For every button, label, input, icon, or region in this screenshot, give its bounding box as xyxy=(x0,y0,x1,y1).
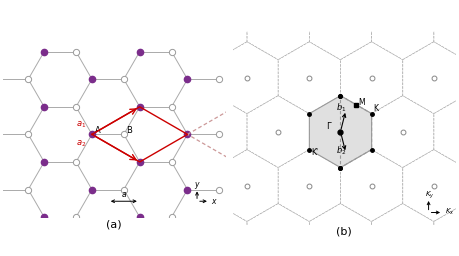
Polygon shape xyxy=(122,96,185,167)
Text: $b_2$: $b_2$ xyxy=(335,144,346,157)
Polygon shape xyxy=(309,0,371,60)
Text: A: A xyxy=(94,126,100,135)
Polygon shape xyxy=(278,150,340,221)
Polygon shape xyxy=(215,42,278,114)
Polygon shape xyxy=(215,150,278,221)
Polygon shape xyxy=(60,204,122,256)
Polygon shape xyxy=(340,150,402,221)
Polygon shape xyxy=(153,150,215,221)
Polygon shape xyxy=(371,0,433,60)
Polygon shape xyxy=(91,150,153,221)
Polygon shape xyxy=(371,96,433,167)
Polygon shape xyxy=(340,42,402,114)
Text: $a_2$: $a_2$ xyxy=(76,138,86,149)
Polygon shape xyxy=(371,204,433,256)
Polygon shape xyxy=(309,96,371,167)
Text: $b_1$: $b_1$ xyxy=(335,101,346,113)
Polygon shape xyxy=(185,0,246,60)
Text: $K_y$: $K_y$ xyxy=(424,189,433,200)
Text: $\Gamma$: $\Gamma$ xyxy=(325,120,332,131)
Text: $a_1$: $a_1$ xyxy=(76,119,86,130)
Polygon shape xyxy=(278,42,340,114)
Polygon shape xyxy=(402,42,459,114)
Polygon shape xyxy=(185,96,246,167)
Text: $a$: $a$ xyxy=(120,190,127,199)
Polygon shape xyxy=(246,0,309,60)
Polygon shape xyxy=(246,96,309,167)
Text: K': K' xyxy=(310,148,318,157)
Text: (b): (b) xyxy=(336,227,351,237)
Text: B: B xyxy=(126,126,132,135)
Polygon shape xyxy=(153,42,215,114)
Text: $y$: $y$ xyxy=(193,180,200,191)
Polygon shape xyxy=(185,204,246,256)
Polygon shape xyxy=(433,96,459,167)
Polygon shape xyxy=(215,0,278,6)
Polygon shape xyxy=(402,0,459,6)
Polygon shape xyxy=(433,0,459,60)
Polygon shape xyxy=(246,204,309,256)
Polygon shape xyxy=(309,204,371,256)
Text: K: K xyxy=(373,104,378,113)
Text: M: M xyxy=(358,98,364,107)
Polygon shape xyxy=(433,204,459,256)
Polygon shape xyxy=(122,204,185,256)
Polygon shape xyxy=(402,150,459,221)
Text: (a): (a) xyxy=(106,220,122,230)
Polygon shape xyxy=(278,0,340,6)
Polygon shape xyxy=(340,0,402,6)
Text: $K_x$: $K_x$ xyxy=(444,207,453,217)
Text: $x$: $x$ xyxy=(211,197,218,206)
